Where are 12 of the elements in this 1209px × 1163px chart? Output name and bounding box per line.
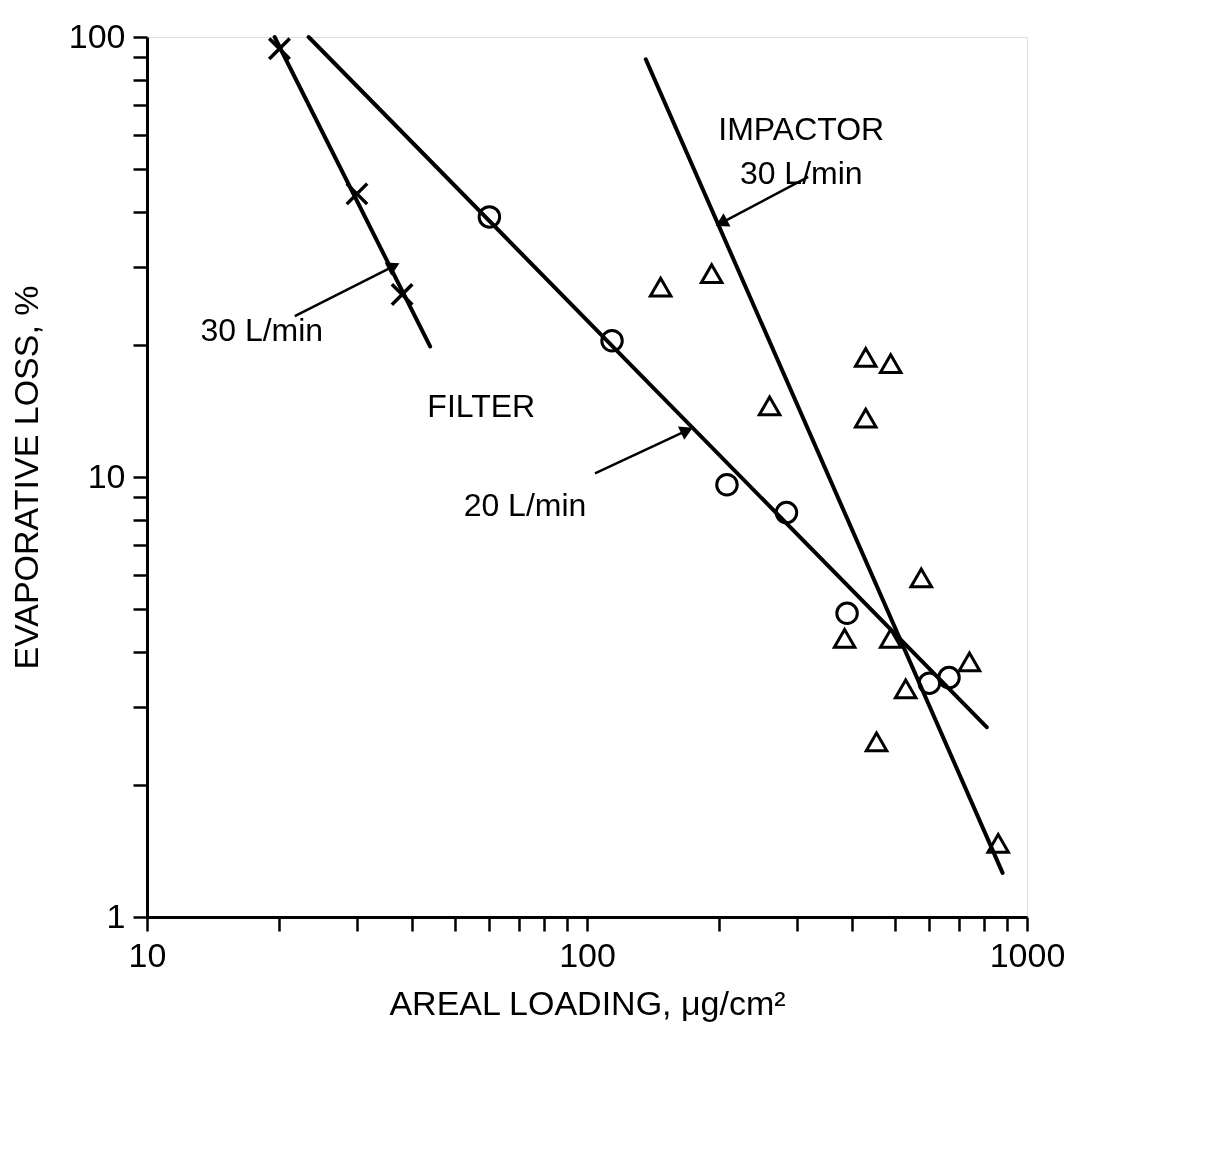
y-tick-label: 1 — [106, 896, 126, 935]
x-axis-title: AREAL LOADING, μg/cm² — [389, 983, 786, 1022]
y-axis-title: EVAPORATIVE LOSS, % — [6, 285, 45, 670]
annotation: FILTER — [427, 388, 536, 425]
y-tick-label: 10 — [87, 456, 126, 495]
annotation: IMPACTOR 30 L/min — [718, 110, 885, 191]
y-tick-label: 100 — [68, 16, 126, 55]
x-tick-label: 1000 — [989, 935, 1066, 974]
annotation: 30 L/min — [200, 312, 324, 349]
x-tick-label: 100 — [559, 935, 616, 974]
x-tick-label: 10 — [128, 935, 167, 974]
annotation: 20 L/min — [463, 487, 587, 524]
